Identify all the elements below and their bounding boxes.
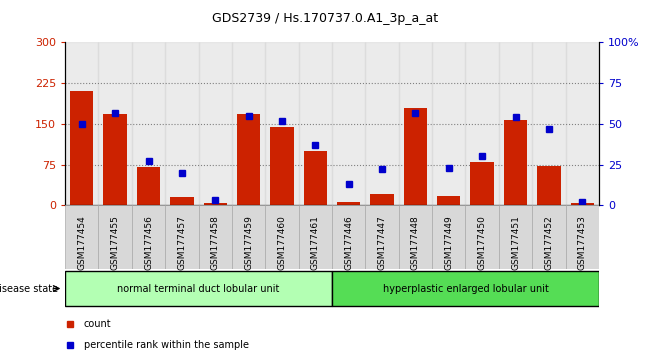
Bar bbox=[204, 202, 227, 205]
Bar bbox=[499, 42, 533, 205]
Bar bbox=[65, 42, 98, 205]
Bar bbox=[332, 205, 365, 269]
Text: GSM177446: GSM177446 bbox=[344, 215, 353, 270]
Text: GSM177460: GSM177460 bbox=[277, 215, 286, 270]
Bar bbox=[432, 205, 465, 269]
Bar bbox=[332, 271, 599, 306]
Bar bbox=[471, 162, 494, 205]
Bar bbox=[365, 42, 398, 205]
Bar bbox=[65, 205, 98, 269]
Bar bbox=[465, 205, 499, 269]
Bar bbox=[370, 194, 394, 205]
Text: GSM177453: GSM177453 bbox=[577, 215, 587, 270]
Text: GSM177450: GSM177450 bbox=[478, 215, 487, 270]
Text: count: count bbox=[84, 319, 111, 329]
Bar bbox=[437, 195, 460, 205]
Bar bbox=[70, 91, 94, 205]
Text: normal terminal duct lobular unit: normal terminal duct lobular unit bbox=[117, 284, 280, 293]
Bar bbox=[465, 42, 499, 205]
Bar bbox=[165, 205, 199, 269]
Text: GSM177458: GSM177458 bbox=[211, 215, 220, 270]
Bar bbox=[432, 42, 465, 205]
Text: GSM177457: GSM177457 bbox=[177, 215, 186, 270]
Bar bbox=[98, 205, 132, 269]
Bar bbox=[199, 42, 232, 205]
Bar bbox=[266, 42, 299, 205]
Bar bbox=[570, 202, 594, 205]
Text: hyperplastic enlarged lobular unit: hyperplastic enlarged lobular unit bbox=[383, 284, 548, 293]
Bar bbox=[303, 151, 327, 205]
Bar bbox=[337, 201, 361, 205]
Bar bbox=[533, 42, 566, 205]
Text: disease state: disease state bbox=[0, 284, 59, 293]
Text: GDS2739 / Hs.170737.0.A1_3p_a_at: GDS2739 / Hs.170737.0.A1_3p_a_at bbox=[212, 12, 439, 25]
Bar bbox=[499, 205, 533, 269]
Text: GSM177459: GSM177459 bbox=[244, 215, 253, 270]
Bar bbox=[137, 167, 160, 205]
Bar bbox=[404, 108, 427, 205]
Bar bbox=[399, 42, 432, 205]
Bar bbox=[566, 205, 599, 269]
Text: GSM177451: GSM177451 bbox=[511, 215, 520, 270]
Bar bbox=[65, 271, 332, 306]
Text: GSM177452: GSM177452 bbox=[544, 215, 553, 270]
Bar bbox=[232, 205, 266, 269]
Bar bbox=[332, 42, 365, 205]
Bar bbox=[132, 205, 165, 269]
Bar bbox=[98, 42, 132, 205]
Text: GSM177447: GSM177447 bbox=[378, 215, 387, 270]
Bar bbox=[299, 42, 332, 205]
Bar bbox=[266, 205, 299, 269]
Text: GSM177449: GSM177449 bbox=[444, 215, 453, 270]
Bar bbox=[537, 166, 561, 205]
Bar bbox=[237, 114, 260, 205]
Text: GSM177455: GSM177455 bbox=[111, 215, 120, 270]
Bar bbox=[165, 42, 199, 205]
Text: GSM177456: GSM177456 bbox=[144, 215, 153, 270]
Bar bbox=[232, 42, 266, 205]
Text: percentile rank within the sample: percentile rank within the sample bbox=[84, 340, 249, 350]
Bar bbox=[104, 114, 127, 205]
Bar bbox=[365, 205, 398, 269]
Text: GSM177461: GSM177461 bbox=[311, 215, 320, 270]
Bar bbox=[504, 120, 527, 205]
Bar bbox=[533, 205, 566, 269]
Bar bbox=[566, 42, 599, 205]
Text: GSM177454: GSM177454 bbox=[77, 215, 87, 270]
Bar bbox=[170, 197, 193, 205]
Bar bbox=[132, 42, 165, 205]
Bar bbox=[270, 127, 294, 205]
Bar bbox=[199, 205, 232, 269]
Bar bbox=[399, 205, 432, 269]
Bar bbox=[299, 205, 332, 269]
Text: GSM177448: GSM177448 bbox=[411, 215, 420, 270]
